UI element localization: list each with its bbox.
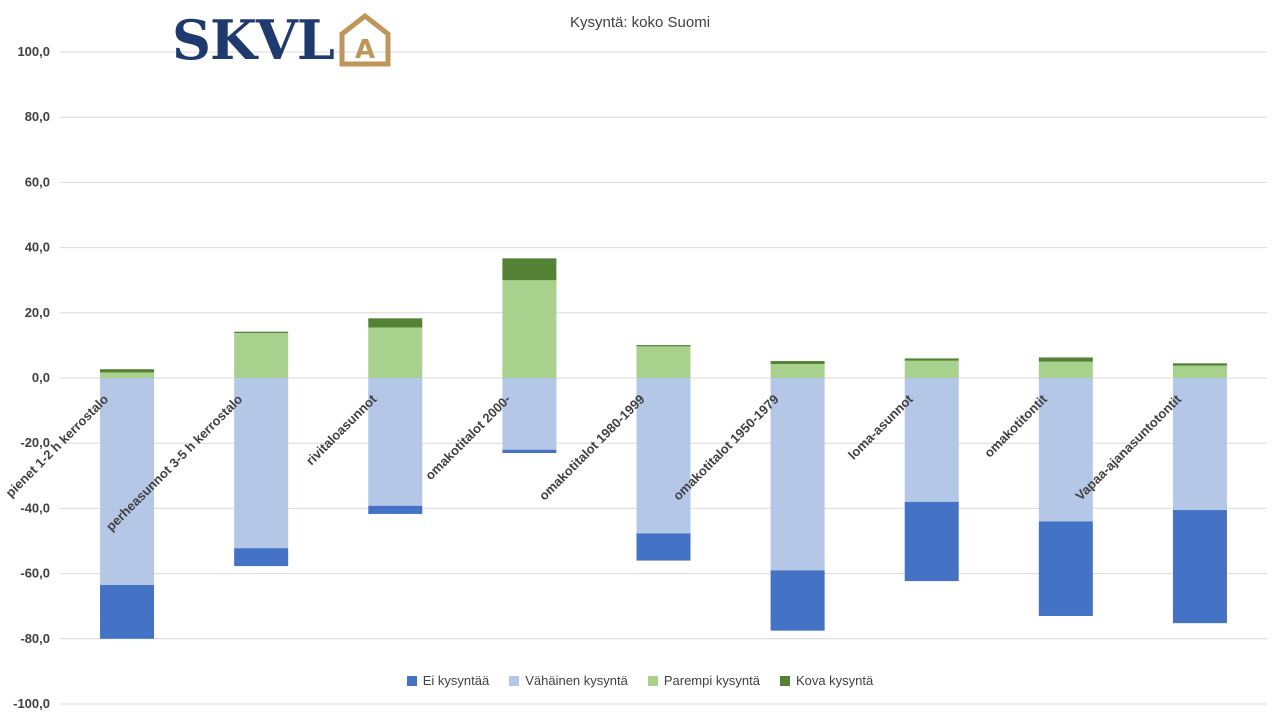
bar-segment [1038, 357, 1093, 362]
skvl-logo: SKVL A [172, 10, 392, 70]
legend-label: Parempi kysyntä [663, 673, 760, 688]
bar-segment [100, 378, 155, 586]
bar-segment [502, 378, 557, 450]
y-tick-label: 40,0 [25, 240, 50, 255]
y-tick-label: -80,0 [20, 631, 50, 646]
bar-segment [1172, 510, 1227, 624]
bar-segment [1038, 361, 1093, 378]
bar-segment [770, 570, 825, 631]
y-axis-ticks: 100,0 80,0 60,0 40,0 20,0 0,0 -20,0 -40,0 -60,0 -… [13, 44, 50, 711]
category-label: pienet 1-2 h kerrostalo [2, 391, 111, 500]
bar-segment [234, 331, 289, 334]
bars [100, 258, 1227, 639]
y-tick-label: -60,0 [20, 566, 50, 581]
y-tick-label: -100,0 [13, 696, 50, 711]
y-tick-label: -20,0 [20, 435, 50, 450]
bar-segment [1172, 378, 1227, 511]
bar-segment [770, 378, 825, 571]
bar-segment [1038, 378, 1093, 522]
logo-text: SKVL [172, 8, 335, 72]
bar-segment [770, 361, 825, 364]
bar-segment [234, 378, 289, 549]
legend-swatch [647, 675, 658, 686]
bar-segment [234, 548, 289, 567]
bar-segment [502, 280, 557, 378]
bar-segment [636, 533, 691, 561]
bar-segment [100, 369, 155, 373]
y-tick-label: 60,0 [25, 174, 50, 189]
y-tick-label: 0,0 [32, 370, 50, 385]
bar-segment [770, 363, 825, 378]
category-label: omakotitalot 2000- [422, 392, 513, 483]
bar-segment [368, 378, 423, 506]
chart-title: Kysyntä: koko Suomi [569, 14, 711, 31]
bar-segment [234, 333, 289, 378]
bar-segment [502, 258, 557, 281]
bar-segment [368, 505, 423, 514]
bar-segment [636, 346, 691, 378]
y-tick-label: 20,0 [25, 305, 50, 320]
legend-item-kova-kysynta: Kova kysyntä [779, 673, 874, 688]
bar-segment [904, 360, 959, 378]
bar-segment [100, 372, 155, 378]
y-tick-label: -40,0 [20, 500, 50, 515]
bar-segment [368, 327, 423, 378]
bar-segment [1172, 365, 1227, 378]
bar-segment [904, 358, 959, 361]
bar-segment [502, 449, 557, 453]
legend-item-ei-kysyntaa: Ei kysyntää [406, 673, 490, 688]
y-tick-label: 80,0 [25, 109, 50, 124]
bar-segment [1038, 521, 1093, 616]
bar-segment [1172, 363, 1227, 366]
legend-swatch [406, 675, 417, 686]
legend-swatch [779, 675, 790, 686]
legend: Ei kysyntää Vähäinen kysyntä Parempi kys… [0, 673, 1280, 688]
logo-mark: A [355, 35, 375, 65]
legend-item-parempi-kysynta: Parempi kysyntä [647, 673, 760, 688]
y-tick-label: 100,0 [17, 44, 50, 59]
bar-segment [100, 585, 155, 639]
legend-swatch [509, 675, 520, 686]
bar-segment [636, 378, 691, 534]
bar-segment [368, 318, 423, 328]
legend-label: Vähäinen kysyntä [525, 673, 628, 688]
bar-segment [636, 345, 691, 347]
legend-label: Kova kysyntä [795, 673, 874, 688]
legend-item-vahainen-kysynta: Vähäinen kysyntä [509, 673, 628, 688]
bar-segment [904, 378, 959, 502]
legend-label: Ei kysyntää [422, 673, 490, 688]
house-logo-icon: A [339, 12, 391, 67]
bar-segment [904, 501, 959, 582]
